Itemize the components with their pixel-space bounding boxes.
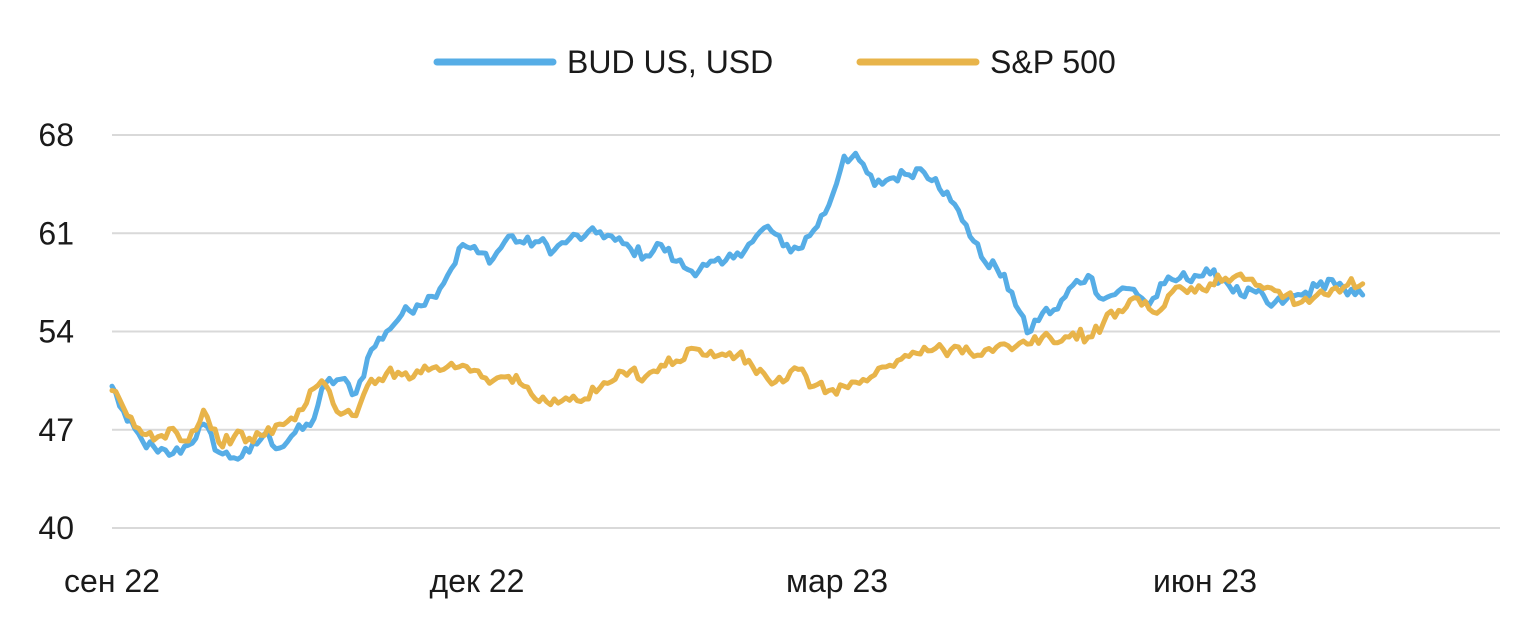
x-tick-label: дек 22	[430, 563, 525, 599]
y-tick-label: 68	[38, 117, 74, 153]
series-line-bud	[109, 150, 1366, 462]
x-tick-label: сен 22	[64, 563, 160, 599]
series-line-sp500	[109, 271, 1366, 450]
legend: BUD US, USD S&P 500	[433, 44, 1116, 80]
x-tick-label: мар 23	[786, 563, 888, 599]
legend-label: S&P 500	[990, 44, 1116, 80]
legend-label: BUD US, USD	[567, 44, 773, 80]
y-axis-ticks: 68 61 54 47 40	[38, 117, 74, 546]
series-lines	[109, 150, 1366, 462]
x-axis-ticks: сен 22 дек 22 мар 23 июн 23	[64, 563, 1257, 599]
y-tick-label: 47	[38, 412, 74, 448]
x-tick-label: июн 23	[1153, 563, 1257, 599]
y-tick-label: 61	[38, 215, 74, 251]
y-tick-label: 54	[38, 314, 74, 350]
y-tick-label: 40	[38, 510, 74, 546]
gridlines	[112, 134, 1500, 529]
